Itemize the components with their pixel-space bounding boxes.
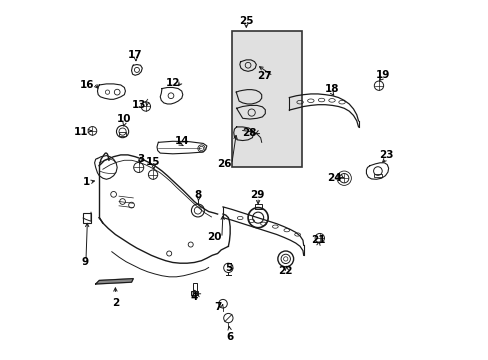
- Text: 7: 7: [213, 302, 221, 312]
- Bar: [192, 283, 196, 293]
- Text: 15: 15: [145, 157, 160, 167]
- Text: 27: 27: [256, 71, 271, 81]
- Text: 5: 5: [224, 263, 231, 273]
- FancyBboxPatch shape: [83, 213, 91, 223]
- Text: 9: 9: [81, 257, 88, 267]
- Text: 16: 16: [79, 80, 94, 90]
- Bar: [119, 132, 126, 136]
- Text: 4: 4: [190, 292, 198, 302]
- Text: 11: 11: [74, 127, 88, 136]
- Text: 24: 24: [326, 173, 341, 183]
- Text: 20: 20: [206, 232, 221, 242]
- Text: 29: 29: [249, 190, 264, 200]
- Text: 13: 13: [131, 100, 145, 110]
- Text: 22: 22: [278, 266, 292, 276]
- Text: 3: 3: [137, 154, 144, 164]
- Text: 21: 21: [310, 235, 325, 244]
- Text: 6: 6: [226, 332, 233, 342]
- Polygon shape: [96, 279, 133, 284]
- Text: 2: 2: [112, 298, 119, 309]
- Text: 17: 17: [127, 50, 142, 60]
- Bar: [373, 174, 382, 177]
- FancyBboxPatch shape: [231, 31, 301, 167]
- Text: 8: 8: [194, 190, 201, 200]
- Text: 19: 19: [375, 69, 389, 80]
- Text: 18: 18: [325, 84, 339, 94]
- Bar: [254, 204, 261, 209]
- Text: 23: 23: [378, 150, 393, 160]
- Text: 25: 25: [239, 16, 253, 26]
- Text: 10: 10: [117, 114, 131, 125]
- Text: 1: 1: [82, 177, 89, 187]
- Text: 28: 28: [242, 129, 257, 138]
- Text: 26: 26: [217, 159, 231, 169]
- Text: 14: 14: [174, 136, 189, 146]
- Text: 12: 12: [165, 78, 180, 88]
